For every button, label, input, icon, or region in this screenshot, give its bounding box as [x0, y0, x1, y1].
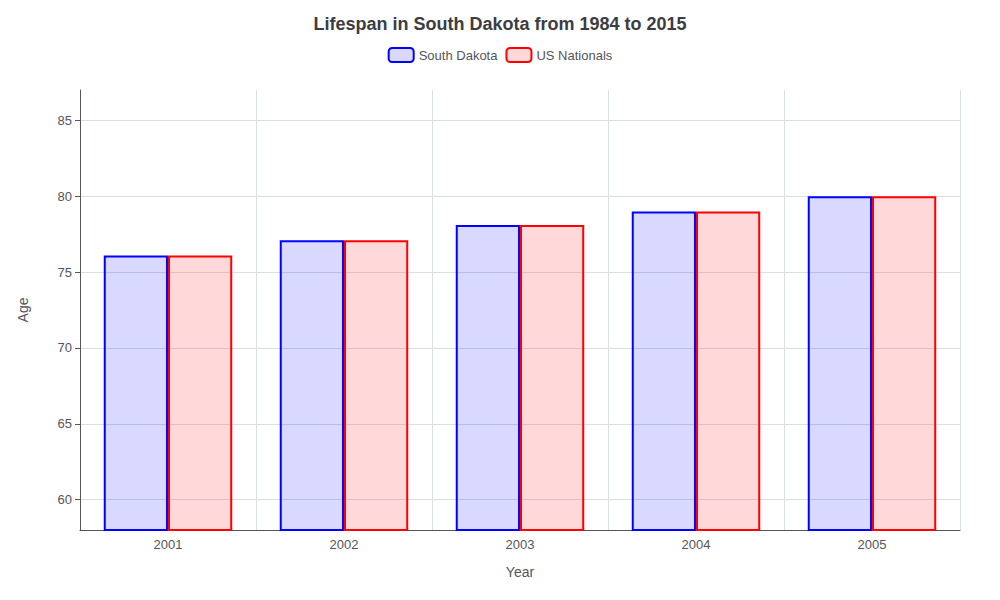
svg-text:2005: 2005	[858, 537, 887, 552]
svg-text:Year: Year	[506, 564, 535, 580]
svg-text:2002: 2002	[330, 537, 359, 552]
svg-text:Age: Age	[15, 297, 31, 322]
svg-text:South Dakota: South Dakota	[419, 48, 499, 63]
svg-text:80: 80	[58, 189, 72, 204]
svg-text:70: 70	[58, 340, 72, 355]
svg-text:85: 85	[58, 113, 72, 128]
svg-text:2001: 2001	[154, 537, 183, 552]
svg-text:2003: 2003	[506, 537, 535, 552]
svg-text:75: 75	[58, 265, 72, 280]
svg-text:60: 60	[58, 492, 72, 507]
svg-text:65: 65	[58, 416, 72, 431]
svg-text:US Nationals: US Nationals	[536, 48, 612, 63]
svg-text:2004: 2004	[682, 537, 711, 552]
svg-text:Lifespan in South Dakota from: Lifespan in South Dakota from 1984 to 20…	[313, 14, 686, 34]
